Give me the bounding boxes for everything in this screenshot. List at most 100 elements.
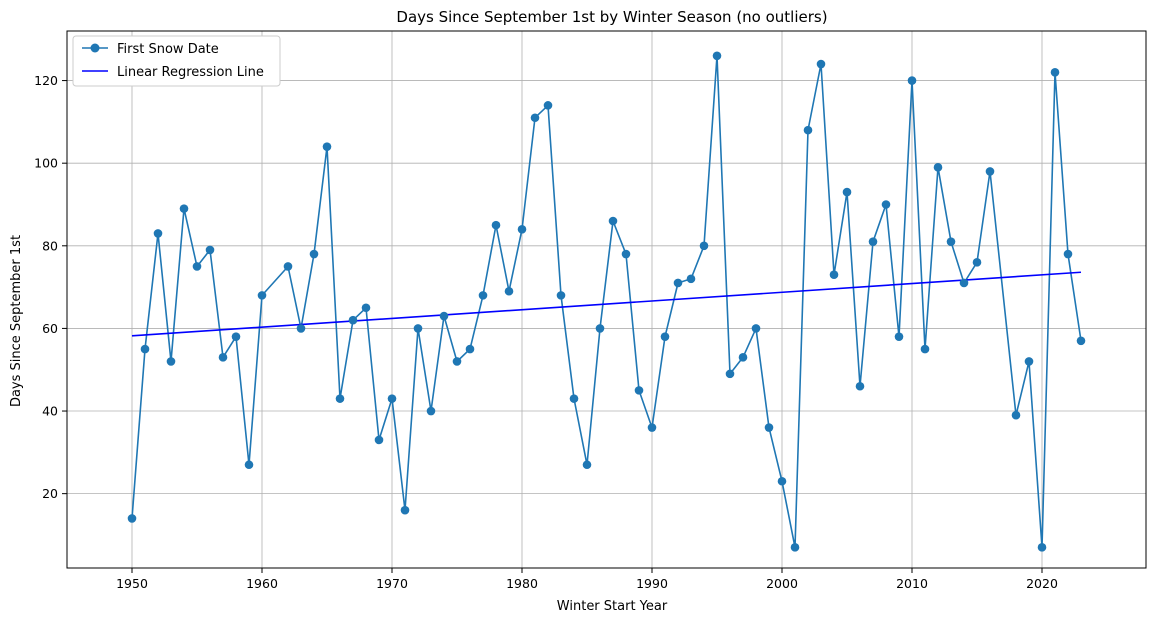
data-point	[309, 249, 319, 259]
data-point	[1076, 336, 1086, 346]
ticks: 1950 1960 1970 1980 1990 2000 2010 202020406080…	[34, 73, 1058, 591]
data-point	[946, 237, 956, 246]
chart-title: Days Since September 1st by Winter Seaso…	[396, 8, 827, 26]
data-point	[491, 220, 501, 230]
data-point	[530, 113, 540, 123]
data-point	[569, 394, 579, 403]
data-point	[1011, 410, 1021, 420]
data-point	[244, 460, 254, 470]
data-point	[686, 274, 696, 284]
data-point	[374, 435, 384, 445]
y-tick-label: 40	[42, 404, 58, 419]
data-point	[296, 324, 306, 333]
y-tick-label: 80	[42, 238, 58, 253]
y-tick-label: 100	[34, 156, 58, 171]
data-point	[621, 249, 631, 259]
regression-line	[131, 271, 1082, 337]
data-point	[1050, 68, 1060, 77]
y-tick-label: 20	[42, 486, 58, 501]
x-tick-label: 2000	[766, 576, 798, 591]
data-point	[465, 344, 475, 354]
data-point	[322, 142, 332, 151]
x-tick-label: 2020	[1026, 576, 1058, 591]
data-point	[231, 332, 241, 341]
data-point	[881, 200, 891, 209]
data-point	[790, 543, 800, 552]
data-point	[426, 406, 436, 416]
data-point	[972, 258, 982, 267]
data-point	[855, 381, 865, 391]
x-tick-label: 1950	[116, 576, 148, 591]
data-point	[816, 59, 826, 69]
data-point	[660, 332, 670, 341]
data-point	[959, 278, 969, 288]
data-point	[413, 324, 423, 333]
data-point	[842, 187, 852, 197]
x-tick-label: 2010	[896, 576, 928, 591]
x-axis-label: Winter Start Year	[557, 599, 668, 614]
data-point	[504, 286, 514, 296]
data-point	[335, 394, 345, 403]
legend-box	[72, 35, 281, 87]
data-point	[582, 460, 592, 470]
legend-marker-first-snow-date	[90, 43, 100, 53]
y-tick-label: 120	[34, 73, 58, 88]
data-point	[1024, 357, 1034, 366]
data-point	[920, 344, 930, 354]
data-point	[595, 324, 605, 333]
data-point	[192, 262, 202, 271]
y-axis-label: Days Since September 1st	[9, 235, 24, 407]
y-tick-label: 60	[42, 321, 58, 336]
data-point	[387, 394, 397, 403]
data-point	[452, 357, 462, 366]
x-tick-label: 1990	[636, 576, 668, 591]
data-point	[283, 262, 293, 271]
data-point	[556, 291, 566, 300]
data-point	[361, 303, 371, 313]
legend: First Snow Date Linear Regression Line	[72, 35, 281, 87]
legend-label-first-snow-date: First Snow Date	[117, 42, 219, 57]
data-point	[985, 167, 995, 176]
data-point	[738, 353, 748, 362]
data-point	[478, 291, 488, 300]
legend-label-regression-line: Linear Regression Line	[117, 65, 264, 80]
data-point	[933, 163, 943, 172]
data-point	[543, 101, 553, 110]
data-point	[179, 204, 189, 213]
data-point	[725, 369, 735, 379]
data-point	[517, 224, 527, 234]
data-point	[439, 311, 449, 321]
data-point	[764, 423, 774, 432]
series-line-first-snow-date	[131, 54, 1082, 549]
plot-area	[127, 51, 1086, 552]
data-point	[348, 315, 358, 325]
data-point	[673, 278, 683, 288]
data-point	[218, 353, 228, 362]
data-point	[712, 51, 722, 61]
data-point	[140, 344, 150, 354]
x-tick-label: 1970	[376, 576, 408, 591]
data-point	[1063, 249, 1073, 259]
data-point	[166, 357, 176, 366]
data-point	[153, 229, 163, 238]
data-point	[751, 324, 761, 333]
data-point	[634, 386, 644, 395]
data-point	[205, 245, 215, 255]
data-point	[868, 237, 878, 246]
data-point	[1037, 543, 1047, 552]
data-point	[699, 241, 709, 251]
data-point	[647, 423, 657, 432]
data-point	[894, 332, 904, 341]
x-tick-label: 1980	[506, 576, 538, 591]
data-point	[127, 514, 137, 523]
data-point	[400, 505, 410, 515]
plot-frame	[66, 30, 1147, 569]
data-point	[829, 270, 839, 280]
data-point	[777, 476, 787, 486]
data-point	[608, 216, 618, 226]
data-point	[257, 291, 267, 300]
data-point	[803, 125, 813, 135]
x-tick-label: 1960	[246, 576, 278, 591]
